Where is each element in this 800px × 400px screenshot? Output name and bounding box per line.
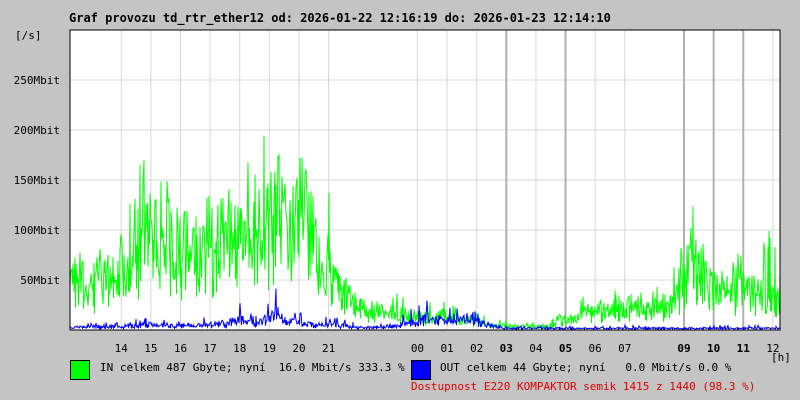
- out-series: [69, 288, 781, 332]
- in-legend-text: IN celkem 487 Gbyte; nyní 16.0 Mbit/s 33…: [100, 361, 405, 374]
- x-tick-label: 20: [292, 342, 305, 355]
- x-tick-label: 14: [115, 342, 129, 355]
- x-tick-label: 10: [707, 342, 720, 355]
- y-tick-label: 200Mbit: [14, 124, 60, 137]
- x-tick-label: 01: [440, 342, 453, 355]
- x-tick-label: 16: [174, 342, 187, 355]
- availability-text: Dostupnost E220 KOMPAKTOR semik 1415 z 1…: [411, 380, 756, 393]
- x-tick-label: 21: [322, 342, 335, 355]
- chart-title: Graf provozu td_rtr_ether12 od: 2026-01-…: [69, 11, 611, 25]
- plot-frame: [69, 29, 781, 331]
- x-tick-label: 09: [677, 342, 690, 355]
- x-tick-label: 05: [559, 342, 572, 355]
- x-tick-label: 17: [203, 342, 216, 355]
- out-series-line: [69, 288, 781, 332]
- x-tick-label: 07: [618, 342, 631, 355]
- out-legend-text: OUT celkem 44 Gbyte; nyní 0.0 Mbit/s 0.0…: [440, 361, 732, 374]
- x-tick-label: 19: [263, 342, 276, 355]
- y-tick-label: 250Mbit: [14, 74, 60, 87]
- x-tick-labels: 14 15 16 17 18 19 20 21 00 01 02 03 04 05 06 07 09 10 11 12: [115, 342, 780, 355]
- in-legend-swatch: [70, 360, 90, 380]
- x-tick-label: 03: [500, 342, 513, 355]
- x-tick-label: 15: [144, 342, 157, 355]
- y-tick-label: 150Mbit: [14, 174, 60, 187]
- x-tick-label: 06: [589, 342, 602, 355]
- x-tick-label: 00: [411, 342, 424, 355]
- out-legend-swatch: [411, 360, 431, 380]
- x-unit-label: [h]: [771, 351, 791, 364]
- x-tick-label: 02: [470, 342, 483, 355]
- y-tick-label: 50Mbit: [20, 274, 60, 287]
- x-tick-label: 18: [233, 342, 246, 355]
- x-tick-label: 12: [766, 342, 779, 355]
- y-unit-label: [/s]: [15, 29, 42, 42]
- x-tick-label: 04: [529, 342, 543, 355]
- x-tick-label: 11: [737, 342, 751, 355]
- y-tick-labels: 50Mbit 100Mbit 150Mbit 200Mbit 250Mbit: [14, 74, 60, 287]
- y-tick-label: 100Mbit: [14, 224, 60, 237]
